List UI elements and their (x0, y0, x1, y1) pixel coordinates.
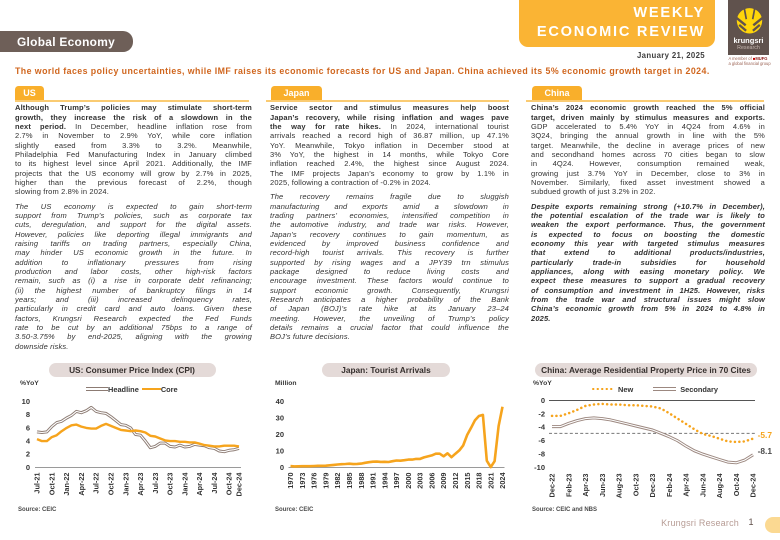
svg-text:0: 0 (280, 463, 284, 472)
svg-text:-6: -6 (538, 436, 545, 445)
svg-text:2000: 2000 (404, 473, 413, 489)
svg-text:-4: -4 (538, 423, 545, 432)
svg-text:10: 10 (22, 397, 30, 406)
svg-text:1976: 1976 (310, 473, 319, 489)
svg-text:0: 0 (541, 396, 545, 405)
svg-text:1982: 1982 (333, 473, 342, 489)
svg-text:Apr-22: Apr-22 (77, 473, 86, 496)
svg-text:Dec-24: Dec-24 (235, 472, 244, 497)
svg-text:1994: 1994 (380, 472, 389, 489)
svg-text:Jan-22: Jan-22 (62, 473, 71, 496)
svg-text:Feb-23: Feb-23 (564, 474, 573, 498)
svg-text:Dec-23: Dec-23 (648, 474, 657, 498)
svg-text:1979: 1979 (321, 473, 330, 489)
svg-text:2006: 2006 (427, 473, 436, 489)
svg-text:8: 8 (26, 410, 30, 419)
svg-text:Apr-24: Apr-24 (682, 473, 691, 497)
svg-text:2015: 2015 (463, 473, 472, 489)
svg-text:Feb-24: Feb-24 (665, 473, 674, 497)
svg-text:Apr-24: Apr-24 (195, 472, 204, 496)
svg-text:4: 4 (26, 437, 31, 446)
svg-text:6: 6 (26, 423, 30, 432)
svg-text:Dec-24: Dec-24 (749, 473, 758, 498)
svg-text:2012: 2012 (451, 473, 460, 489)
svg-text:2003: 2003 (416, 473, 425, 489)
svg-text:1985: 1985 (345, 473, 354, 489)
svg-text:-10: -10 (534, 463, 545, 472)
svg-text:Jul-21: Jul-21 (33, 473, 42, 494)
svg-text:Dec-22: Dec-22 (548, 474, 557, 498)
svg-text:-8: -8 (538, 450, 545, 459)
svg-text:20: 20 (276, 430, 284, 439)
svg-text:-5.7: -5.7 (758, 430, 773, 440)
svg-text:1973: 1973 (298, 473, 307, 489)
svg-text:Jul-24: Jul-24 (210, 472, 219, 494)
svg-text:1991: 1991 (369, 473, 378, 489)
svg-text:Oct-24: Oct-24 (225, 472, 234, 496)
svg-text:2018: 2018 (475, 473, 484, 489)
svg-text:Oct-23: Oct-23 (631, 474, 640, 497)
svg-text:Aug-24: Aug-24 (715, 473, 724, 499)
svg-text:1997: 1997 (392, 473, 401, 489)
svg-text:1970: 1970 (286, 473, 295, 489)
svg-text:Jul-22: Jul-22 (92, 473, 101, 494)
svg-text:Jun-23: Jun-23 (598, 474, 607, 498)
svg-text:Oct-21: Oct-21 (47, 473, 56, 496)
svg-text:10: 10 (276, 446, 284, 455)
svg-text:0: 0 (26, 463, 30, 472)
svg-text:Jan-23: Jan-23 (121, 473, 130, 496)
svg-text:Oct-22: Oct-22 (107, 473, 116, 496)
svg-text:Jul-23: Jul-23 (151, 473, 160, 494)
svg-text:1988: 1988 (357, 473, 366, 489)
svg-text:-2: -2 (538, 409, 545, 418)
svg-text:Jan-24: Jan-24 (180, 472, 189, 496)
svg-text:30: 30 (276, 413, 284, 422)
svg-text:-8.1: -8.1 (758, 446, 773, 456)
svg-text:Aug-23: Aug-23 (615, 474, 624, 499)
svg-text:Apr-23: Apr-23 (136, 473, 145, 496)
svg-text:2009: 2009 (439, 473, 448, 489)
svg-text:2024: 2024 (498, 472, 507, 489)
svg-text:2: 2 (26, 450, 30, 459)
svg-text:Oct-24: Oct-24 (732, 473, 741, 497)
svg-text:40: 40 (276, 397, 284, 406)
svg-text:Apr-23: Apr-23 (581, 474, 590, 497)
svg-text:Oct-23: Oct-23 (166, 473, 175, 496)
svg-text:2021: 2021 (486, 473, 495, 489)
svg-text:Jun-24: Jun-24 (698, 473, 707, 497)
